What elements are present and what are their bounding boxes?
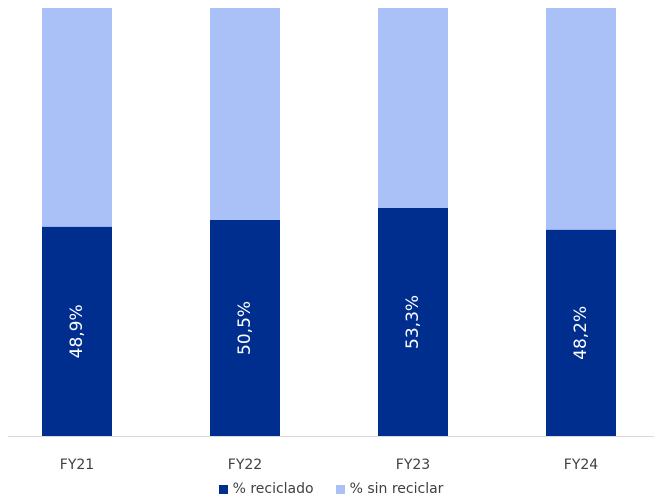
- bar-fy24-reciclado: [546, 229, 616, 436]
- legend: % reciclado % sin reciclar: [0, 478, 662, 500]
- bar-fy22-sin-reciclar: [210, 8, 280, 220]
- data-label-fy22: 50,5%: [235, 301, 255, 355]
- legend-label-reciclado: % reciclado: [232, 481, 314, 497]
- legend-item-reciclado: % reciclado: [218, 481, 314, 497]
- bar-fy21-sin-reciclar: [42, 8, 112, 227]
- bar-fy23-reciclado: [378, 207, 448, 436]
- legend-swatch-sin-reciclar: [335, 484, 345, 494]
- data-label-fy21: 48,9%: [67, 304, 87, 358]
- legend-swatch-reciclado: [218, 484, 228, 494]
- x-tick-label-fy24: FY24: [564, 457, 599, 473]
- data-label-fy23: 53,3%: [403, 295, 423, 349]
- bar-fy23-sin-reciclar: [378, 8, 448, 208]
- x-tick-label-fy22: FY22: [228, 457, 262, 473]
- bar-fy24-sin-reciclar: [546, 8, 616, 230]
- x-tick-label-fy23: FY23: [396, 457, 430, 473]
- bar-fy22-reciclado: [210, 219, 280, 436]
- legend-label-sin-reciclar: % sin reciclar: [349, 481, 444, 497]
- x-tick-label-fy21: FY21: [60, 457, 94, 473]
- data-label-fy24: 48,2%: [571, 306, 591, 360]
- legend-item-sin-reciclar: % sin reciclar: [335, 481, 444, 497]
- bar-fy21-reciclado: [42, 226, 112, 436]
